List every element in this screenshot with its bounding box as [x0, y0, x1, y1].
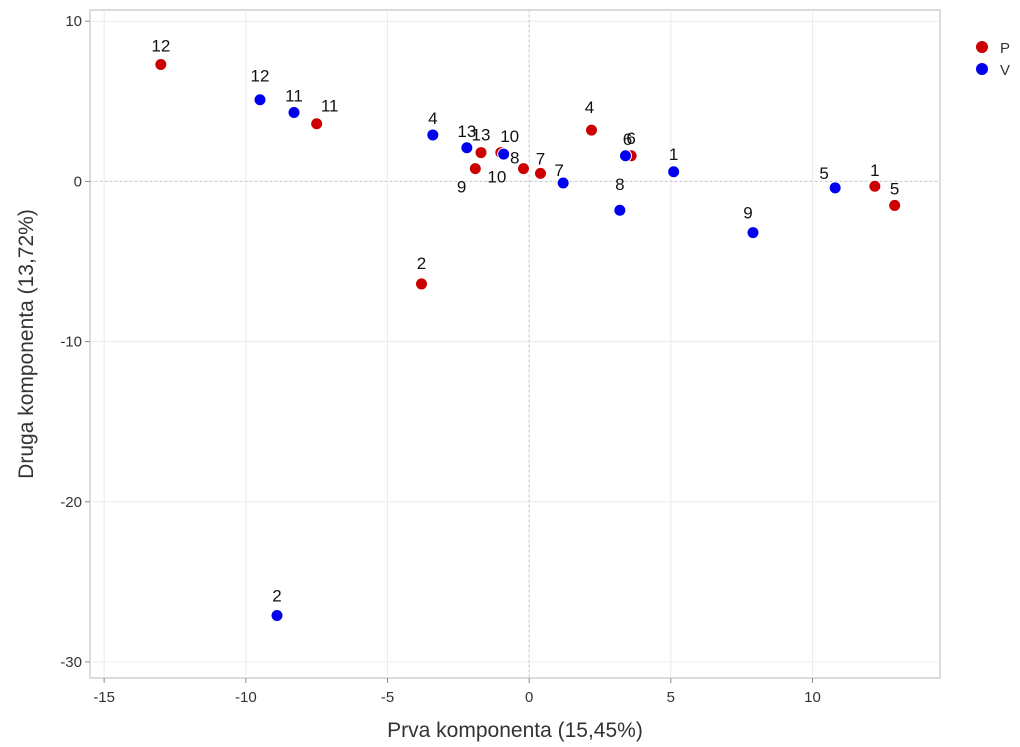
point-label: 7 [554, 161, 563, 180]
point-label: 2 [272, 587, 281, 606]
point-label: 11 [321, 97, 339, 116]
point-V-12 [253, 93, 267, 107]
legend: PV [976, 40, 1010, 79]
point-P-9 [468, 162, 482, 176]
legend-marker-V [976, 63, 988, 75]
point-P-1 [868, 179, 882, 193]
point-label: 9 [743, 204, 752, 223]
y-tick-label: 10 [65, 13, 82, 30]
point-label: 5 [819, 164, 828, 183]
x-tick-label: -5 [381, 689, 394, 706]
y-tick-label: 0 [74, 173, 82, 190]
data-points [154, 57, 902, 623]
point-V-11 [287, 106, 301, 120]
point-V-13 [460, 141, 474, 155]
axis-ticks: -15 -10 -5 0 5 10 10 0 -10 -20 -30 [60, 13, 821, 706]
point-V-9 [746, 226, 760, 240]
point-V-1 [667, 165, 681, 179]
point-label: 7 [536, 149, 545, 168]
point-label: 10 [487, 168, 506, 187]
point-label: 6 [623, 130, 632, 149]
point-P-12 [154, 57, 168, 71]
reference-lines [90, 10, 940, 678]
point-V-8 [613, 203, 627, 217]
point-label: 1 [669, 145, 678, 164]
point-label: 13 [472, 126, 491, 145]
point-label: 4 [428, 109, 437, 128]
y-tick-label: -30 [60, 654, 82, 671]
point-label: 5 [890, 179, 899, 198]
point-label: 8 [615, 175, 624, 194]
legend-label: V [1000, 62, 1010, 79]
point-P-5 [888, 198, 902, 212]
point-label: 12 [151, 36, 170, 55]
point-V-7 [556, 176, 570, 190]
legend-marker-P [976, 41, 988, 53]
point-label: 11 [285, 87, 303, 106]
point-V-10 [497, 147, 511, 161]
point-label: 13 [457, 122, 476, 141]
y-tick-label: -20 [60, 494, 82, 511]
point-label: 6 [626, 129, 635, 148]
point-V-4 [426, 128, 440, 142]
point-P-7 [534, 166, 547, 180]
point-V-2 [270, 609, 284, 623]
point-P-4 [585, 123, 598, 137]
point-P-8 [517, 162, 530, 176]
point-label: 9 [457, 178, 466, 197]
x-tick-label: -15 [93, 689, 115, 706]
x-tick-label: -10 [235, 689, 257, 706]
legend-label: P [1000, 40, 1010, 57]
x-axis-title: Prva komponenta (15,45%) [387, 719, 643, 742]
point-P-2 [415, 277, 428, 291]
x-tick-label: 0 [525, 689, 533, 706]
x-tick-label: 5 [667, 689, 675, 706]
point-label: 2 [417, 254, 426, 273]
point-label: 4 [585, 98, 594, 117]
point-P-13 [474, 146, 488, 160]
point-label: 10 [500, 127, 519, 146]
point-V-6 [619, 149, 632, 163]
point-label: 12 [251, 67, 270, 86]
y-axis-title: Druga komponenta (13,72%) [15, 209, 38, 479]
point-label: 1 [870, 161, 879, 180]
point-label: 8 [510, 149, 519, 168]
y-tick-label: -10 [60, 334, 82, 351]
plot-area [89, 9, 941, 679]
point-V-5 [828, 181, 842, 195]
x-tick-label: 10 [804, 689, 821, 706]
point-P-11 [310, 117, 324, 131]
grid-lines [90, 10, 940, 678]
